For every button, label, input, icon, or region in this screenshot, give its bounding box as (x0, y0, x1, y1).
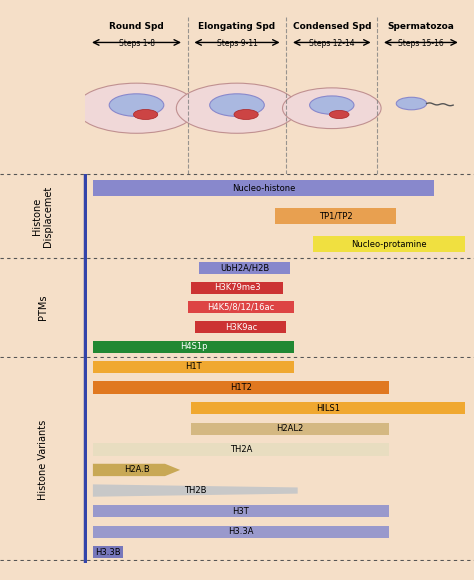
FancyBboxPatch shape (93, 525, 389, 538)
FancyBboxPatch shape (93, 361, 294, 373)
Circle shape (283, 88, 381, 129)
Text: UbH2A/H2B: UbH2A/H2B (220, 263, 269, 273)
Text: Steps 12-14: Steps 12-14 (309, 39, 355, 48)
Circle shape (210, 94, 264, 117)
FancyBboxPatch shape (93, 505, 389, 517)
Text: TH2A: TH2A (229, 445, 252, 454)
Text: Steps 1-8: Steps 1-8 (118, 39, 155, 48)
Text: H3.3A: H3.3A (228, 527, 254, 536)
FancyBboxPatch shape (93, 443, 389, 455)
Text: Elongating Spd: Elongating Spd (199, 22, 275, 31)
Text: Spermatozoa: Spermatozoa (387, 22, 455, 31)
FancyBboxPatch shape (275, 208, 396, 224)
FancyBboxPatch shape (191, 282, 283, 293)
FancyBboxPatch shape (191, 402, 465, 414)
Text: Steps 9-11: Steps 9-11 (217, 39, 257, 48)
Text: Histone Variants: Histone Variants (37, 419, 48, 500)
Text: H3K79me3: H3K79me3 (214, 283, 260, 292)
Circle shape (329, 110, 349, 118)
Circle shape (396, 97, 427, 110)
Text: HILS1: HILS1 (316, 404, 340, 413)
Text: H2AL2: H2AL2 (276, 424, 304, 433)
Text: Nucleo-histone: Nucleo-histone (232, 183, 295, 193)
FancyBboxPatch shape (93, 180, 434, 197)
Text: H3.3B: H3.3B (95, 548, 121, 557)
Circle shape (234, 110, 258, 119)
Text: H3K9ac: H3K9ac (225, 322, 257, 332)
FancyBboxPatch shape (188, 302, 294, 313)
Text: Histone
Displacemet: Histone Displacemet (32, 186, 54, 246)
Text: Nucleo-protamine: Nucleo-protamine (351, 240, 427, 249)
FancyBboxPatch shape (313, 235, 465, 252)
Text: TH2B: TH2B (184, 486, 207, 495)
Text: TP1/TP2: TP1/TP2 (319, 212, 352, 220)
Text: H4K5/8/12/16ac: H4K5/8/12/16ac (207, 303, 274, 312)
FancyBboxPatch shape (199, 262, 290, 274)
FancyBboxPatch shape (93, 341, 294, 353)
Text: H1T: H1T (185, 362, 202, 372)
Circle shape (76, 83, 197, 133)
Circle shape (109, 94, 164, 117)
FancyBboxPatch shape (191, 423, 389, 435)
Text: H3T: H3T (232, 506, 249, 516)
Circle shape (176, 83, 298, 133)
Text: Steps 15-16: Steps 15-16 (398, 39, 444, 48)
FancyBboxPatch shape (93, 546, 123, 559)
Text: PTMs: PTMs (37, 295, 48, 320)
Text: H2A.B: H2A.B (124, 465, 149, 474)
Circle shape (134, 110, 158, 119)
FancyBboxPatch shape (93, 382, 389, 394)
Polygon shape (93, 484, 298, 496)
Text: H4S1p: H4S1p (180, 342, 207, 351)
FancyBboxPatch shape (195, 321, 286, 333)
Text: H1T2: H1T2 (230, 383, 252, 392)
Text: Condensed Spd: Condensed Spd (292, 22, 371, 31)
Circle shape (310, 96, 354, 114)
Text: Round Spd: Round Spd (109, 22, 164, 31)
Polygon shape (93, 464, 180, 476)
